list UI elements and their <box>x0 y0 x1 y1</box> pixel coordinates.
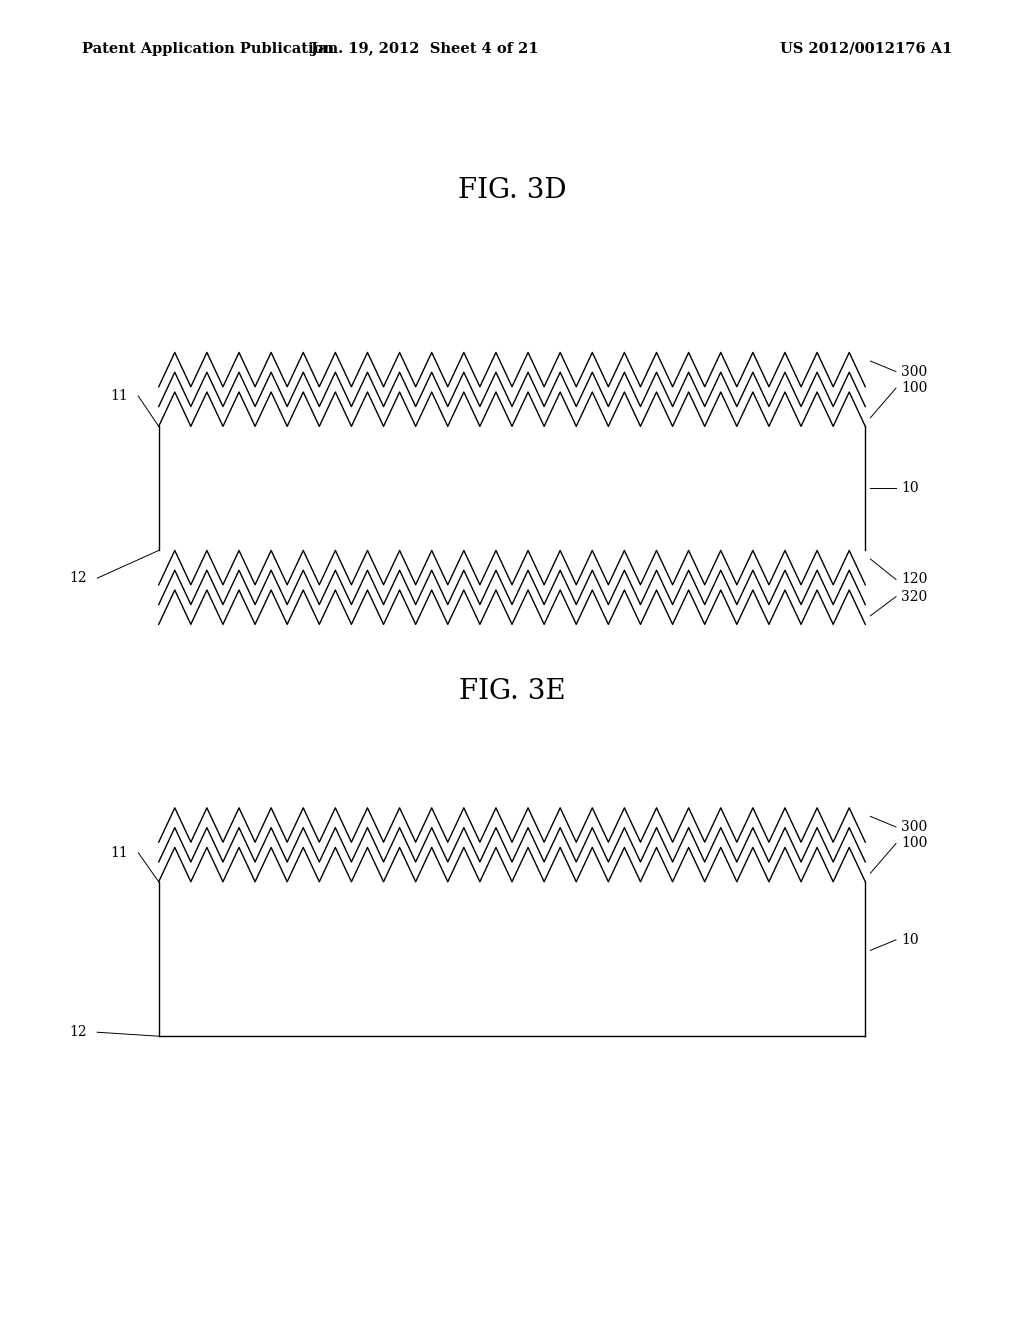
Text: US 2012/0012176 A1: US 2012/0012176 A1 <box>780 42 952 55</box>
Text: 11: 11 <box>111 389 128 403</box>
Text: Patent Application Publication: Patent Application Publication <box>82 42 334 55</box>
Text: 300: 300 <box>901 820 928 834</box>
Text: 12: 12 <box>70 572 87 585</box>
Text: 11: 11 <box>111 846 128 859</box>
Text: 320: 320 <box>901 590 928 603</box>
Text: 100: 100 <box>901 381 928 395</box>
Text: 10: 10 <box>901 482 919 495</box>
Text: FIG. 3D: FIG. 3D <box>458 177 566 203</box>
Text: 100: 100 <box>901 837 928 850</box>
Text: 10: 10 <box>901 933 919 946</box>
Text: Jan. 19, 2012  Sheet 4 of 21: Jan. 19, 2012 Sheet 4 of 21 <box>311 42 539 55</box>
Text: 12: 12 <box>70 1026 87 1039</box>
Text: 300: 300 <box>901 364 928 379</box>
Text: FIG. 3E: FIG. 3E <box>459 678 565 705</box>
Text: 120: 120 <box>901 573 928 586</box>
